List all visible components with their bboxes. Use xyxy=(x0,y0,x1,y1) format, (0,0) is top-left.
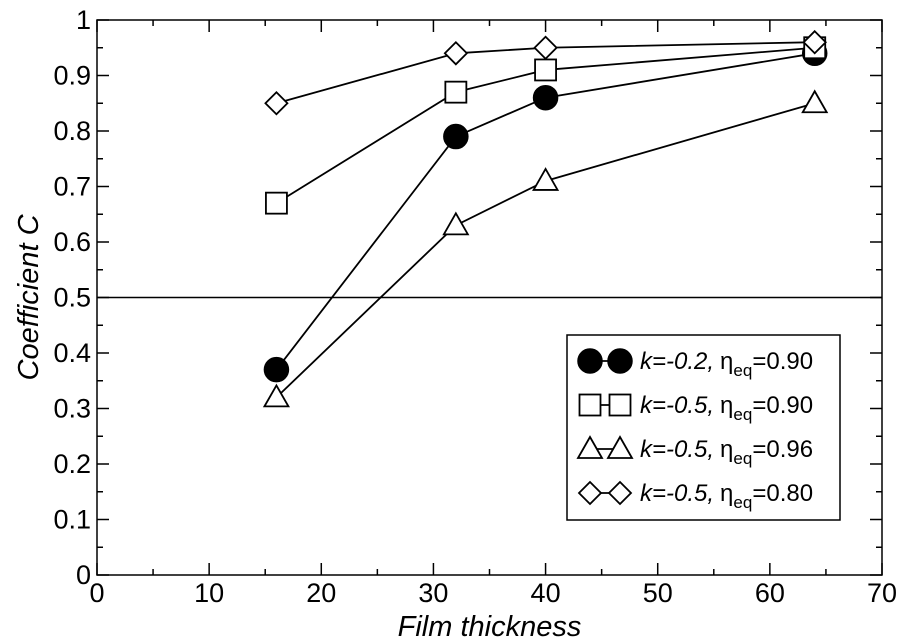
legend-sub-text: eq xyxy=(733,449,752,468)
legend-marker xyxy=(607,480,633,506)
series-1 xyxy=(275,52,815,371)
data-point xyxy=(802,29,827,55)
legend-label: k=-0.5, ηeq=0.80 xyxy=(640,480,813,512)
legend-item: k=-0.5, ηeq=0.96 xyxy=(576,435,813,468)
data-point xyxy=(532,167,560,191)
y-tick-label: 0.3 xyxy=(53,394,91,424)
data-point xyxy=(263,356,290,383)
legend-sub-text: eq xyxy=(733,361,752,380)
y-tick-label: 0.8 xyxy=(53,116,91,146)
series-4 xyxy=(276,41,815,105)
x-tick-label: 30 xyxy=(418,578,448,608)
legend-marker xyxy=(607,348,633,374)
x-axis-title: Film thickness xyxy=(398,611,582,641)
y-tick-label: 0.1 xyxy=(53,505,91,535)
data-point xyxy=(532,84,559,111)
x-tick-label: 40 xyxy=(531,578,561,608)
legend-item: k=-0.5, ηeq=0.80 xyxy=(577,480,813,512)
legend-item: k=-0.2, ηeq=0.90 xyxy=(577,348,813,380)
series-2 xyxy=(275,46,815,204)
legend-value-text: =0.96 xyxy=(752,436,813,463)
data-point xyxy=(801,89,829,114)
data-point xyxy=(533,35,558,61)
data-point xyxy=(534,58,557,82)
y-tick-label: 1 xyxy=(76,5,91,35)
series-2-points xyxy=(265,36,827,215)
series-1-points xyxy=(263,40,828,383)
legend-k-text: k=-0.5, xyxy=(640,392,714,419)
legend-marker xyxy=(608,393,632,417)
series-3 xyxy=(275,102,815,399)
y-axis-title: Coefficient C xyxy=(13,213,45,380)
plot-frame xyxy=(96,19,883,576)
y-tick-label: 0.2 xyxy=(53,449,91,479)
legend-label: k=-0.5, ηeq=0.96 xyxy=(640,436,813,468)
y-tick-label: 0.5 xyxy=(53,283,91,313)
legend: k=-0.2, ηeq=0.90k=-0.5, ηeq=0.90k=-0.5, ηeq… xyxy=(566,334,841,521)
data-point xyxy=(262,383,290,408)
x-tick-label: 20 xyxy=(306,578,336,608)
legend-marker xyxy=(576,435,604,459)
y-tick-label: 0.6 xyxy=(53,227,91,257)
legend-eta-text: η xyxy=(720,480,733,507)
series-line xyxy=(275,46,815,204)
legend-eta-text: η xyxy=(720,436,733,463)
data-point xyxy=(264,90,289,116)
legend-marker xyxy=(606,435,634,459)
y-tick-label: 0.9 xyxy=(53,61,91,91)
legend-marker xyxy=(577,348,603,374)
data-point xyxy=(265,191,288,215)
legend-eta-text: η xyxy=(720,392,733,419)
series-line xyxy=(276,41,815,105)
x-tick-label: 50 xyxy=(643,578,673,608)
series-line xyxy=(275,52,815,371)
data-point xyxy=(444,80,468,104)
series-line xyxy=(275,102,815,399)
legend-k-text: k=-0.2, xyxy=(640,348,714,375)
x-tick-label: 10 xyxy=(194,578,224,608)
legend-label: k=-0.5, ηeq=0.90 xyxy=(640,392,813,424)
legend-marker xyxy=(577,480,603,506)
y-tick-label: 0.4 xyxy=(53,338,91,368)
legend-value-text: =0.90 xyxy=(752,392,813,419)
legend-value-text: =0.80 xyxy=(752,480,813,507)
legend-sub-text: eq xyxy=(733,493,752,512)
x-tick-label: 70 xyxy=(867,578,897,608)
legend-value-text: =0.90 xyxy=(752,348,813,375)
x-tick-label: 0 xyxy=(89,578,104,608)
data-point xyxy=(442,211,470,236)
series-4-points xyxy=(264,29,827,116)
y-tick-label: 0.7 xyxy=(53,172,91,202)
data-point xyxy=(443,123,469,150)
legend-marker xyxy=(578,393,602,417)
series-layer xyxy=(262,29,829,408)
x-tick-label: 60 xyxy=(755,578,785,608)
series-3-points xyxy=(262,89,829,408)
legend-eta-text: η xyxy=(720,348,733,375)
y-tick-label: 0 xyxy=(76,560,91,590)
legend-sub-text: eq xyxy=(733,405,752,424)
legend-k-text: k=-0.5, xyxy=(640,480,714,507)
legend-item: k=-0.5, ηeq=0.90 xyxy=(578,392,813,424)
data-point xyxy=(443,41,469,66)
legend-label: k=-0.2, ηeq=0.90 xyxy=(640,348,813,380)
legend-k-text: k=-0.5, xyxy=(640,436,714,463)
